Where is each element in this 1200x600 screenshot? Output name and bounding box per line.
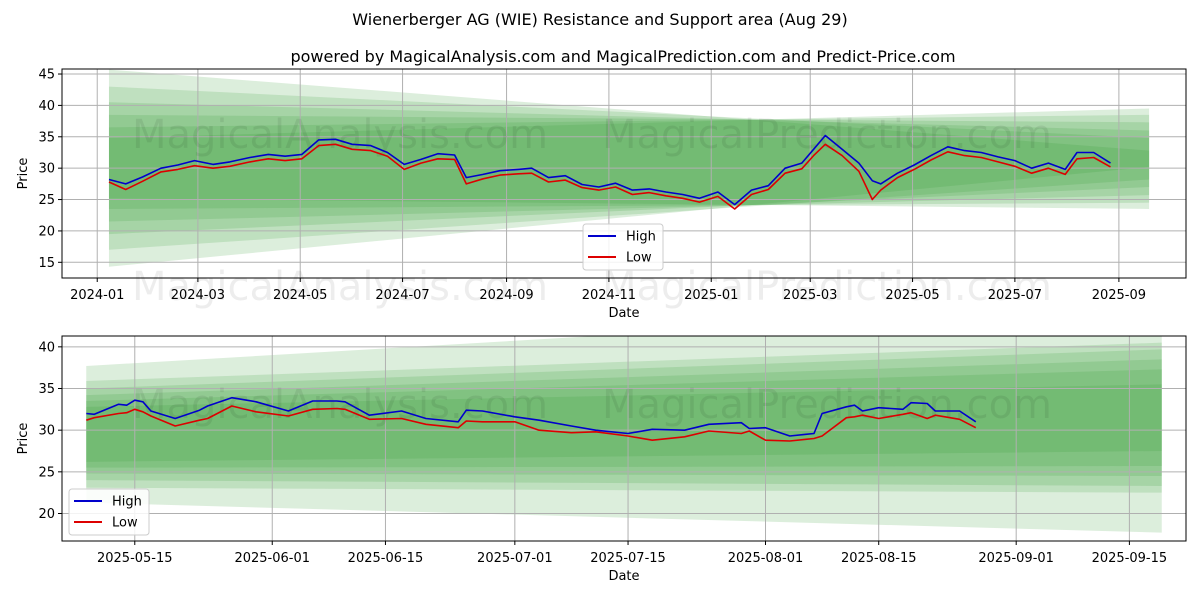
series-line-low <box>86 405 977 442</box>
x-tick-label: 2025-06-01 <box>234 551 310 566</box>
legend-label-low: Low <box>626 251 652 266</box>
support-resistance-bands <box>86 336 1162 533</box>
legend: High Low <box>68 488 150 536</box>
x-tick-label: 2025-05 <box>885 288 939 303</box>
band-4 <box>86 369 1162 468</box>
series-line-high <box>86 396 977 437</box>
y-axis-label: Price <box>16 423 31 455</box>
x-axis-label: Date <box>608 569 639 584</box>
band-5 <box>86 384 1162 462</box>
x-tick-label: 2024-01 <box>70 288 124 303</box>
watermark-text: MagicalPrediction.com <box>602 264 1052 310</box>
x-tick-label: 2025-09-01 <box>978 551 1054 566</box>
y-tick-label: 25 <box>38 193 55 208</box>
x-tick-label: 2025-03 <box>783 288 837 303</box>
x-tick-label: 2025-06-15 <box>348 551 424 566</box>
legend-label-high: High <box>626 230 656 245</box>
band-2 <box>86 349 1162 486</box>
y-tick-label: 35 <box>38 382 55 397</box>
legend-label-low: Low <box>112 516 138 531</box>
chart-title: Wienerberger AG (WIE) Resistance and Sup… <box>352 10 847 29</box>
x-tick-label: 2025-05-15 <box>97 551 173 566</box>
x-tick-label: 2025-07-01 <box>477 551 553 566</box>
band-4 <box>108 114 1150 209</box>
x-tick-label: 2025-09-15 <box>1092 551 1168 566</box>
x-tick-label: 2024-09 <box>479 288 533 303</box>
y-tick-label: 25 <box>38 465 55 480</box>
axes-frame <box>61 335 1187 542</box>
watermark-text: MagicalAnalysis.com <box>132 112 548 158</box>
y-tick-label: 20 <box>38 224 55 239</box>
x-tick-label: 2025-09 <box>1092 288 1146 303</box>
x-tick-label: 2025-07-15 <box>590 551 666 566</box>
y-tick-label: 20 <box>38 507 55 522</box>
y-axis-label: Price <box>16 158 31 190</box>
x-tick-label: 2025-07 <box>988 288 1042 303</box>
axes-frame <box>61 68 1187 279</box>
x-tick-label: 2024-05 <box>273 288 327 303</box>
legend: High Low <box>582 223 664 271</box>
x-tick-label: 2025-08-15 <box>841 551 917 566</box>
y-tick-label: 30 <box>38 162 55 177</box>
y-tick-label: 40 <box>38 99 55 114</box>
series-line-low <box>108 143 1111 210</box>
x-tick-label: 2024-07 <box>375 288 429 303</box>
band-0 <box>86 336 1162 533</box>
x-tick-label: 2024-11 <box>582 288 636 303</box>
y-tick-label: 40 <box>38 340 55 355</box>
y-tick-label: 45 <box>38 68 55 83</box>
y-tick-label: 30 <box>38 424 55 439</box>
lower-chart-panel: 2025-05-15 2025-06-01 2025-06-15 2025-07-01… <box>16 335 1187 584</box>
chart-subtitle: powered by MagicalAnalysis.com and Magic… <box>290 47 955 66</box>
legend-label-high: High <box>112 495 142 510</box>
band-1 <box>86 342 1162 493</box>
watermark-text: MagicalPrediction.com <box>602 112 1052 158</box>
series-line-high <box>108 134 1111 206</box>
upper-chart-panel: 2024-01 2024-03 2024-05 2024-07 2024-09 2024-… <box>16 68 1187 321</box>
watermark-text: MagicalAnalysis.com <box>132 264 548 310</box>
x-tick-label: 2024-03 <box>171 288 225 303</box>
x-axis-label: Date <box>608 306 639 321</box>
series-lines <box>86 396 977 442</box>
y-tick-label: 35 <box>38 130 55 145</box>
series-lines <box>108 134 1111 210</box>
watermark-text: MagicalPrediction.com <box>602 382 1052 428</box>
grid <box>58 69 1186 282</box>
x-tick-label: 2025-01 <box>684 288 738 303</box>
x-tick-label: 2025-08-01 <box>728 551 804 566</box>
grid <box>58 336 1186 545</box>
y-tick-label: 15 <box>38 256 55 271</box>
